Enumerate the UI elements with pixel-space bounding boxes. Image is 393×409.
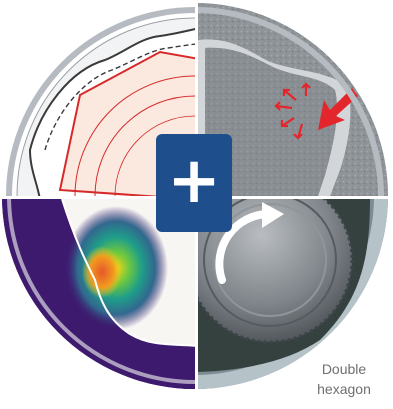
caption-line-2: hexagon [317,381,371,397]
caption-line-1: Double [321,361,367,377]
caption: Double hexagon [309,359,379,399]
curved-arrow-icon [374,262,388,290]
plus-badge: + [156,134,232,232]
force-arrow-icon [318,88,358,130]
quadrant-top-right [198,3,388,196]
rotation-arrow-icon [215,210,272,284]
small-force-arrows [274,82,311,140]
plus-icon: + [167,144,221,218]
